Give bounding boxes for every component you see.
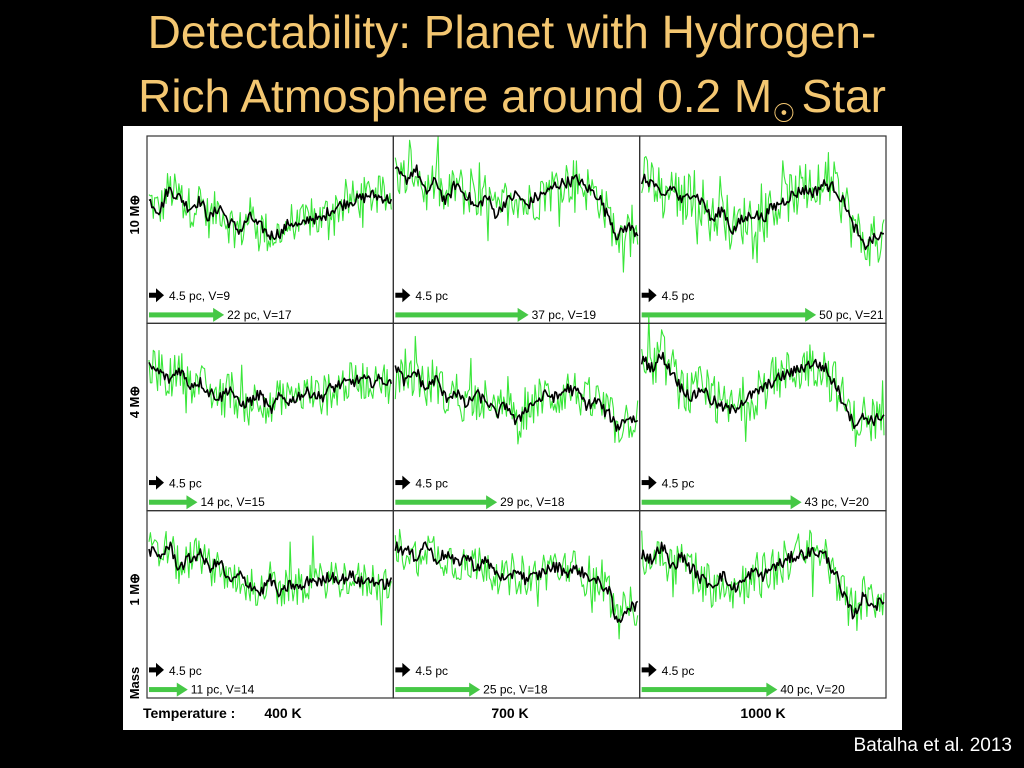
green-noisy-spectrum-6	[148, 530, 392, 626]
citation-credit: Batalha et al. 2013	[853, 735, 1012, 756]
green-noisy-spectrum-2	[641, 152, 885, 267]
green-arrow-label-2: 50 pc, V=21	[819, 308, 884, 322]
green-arrow-label-6: 11 pc, V=14	[191, 683, 255, 697]
slide-title-line2: Rich Atmosphere around 0.2 M☉ Star	[0, 70, 1024, 129]
green-arrow-label-3: 14 pc, V=15	[200, 495, 265, 509]
black-arrow-label-4: 4.5 pc	[415, 477, 448, 491]
y-axis-title: Mass	[127, 667, 142, 700]
slide-title-line2-post: Star	[801, 70, 886, 122]
green-arrow-head-7	[469, 682, 481, 697]
green-noisy-spectrum-8	[641, 529, 885, 632]
green-arrow-label-8: 40 pc, V=20	[780, 683, 845, 697]
green-arrow-label-4: 29 pc, V=18	[500, 495, 565, 509]
column-label-1: 700 K	[491, 705, 528, 721]
green-arrow-shaft-3	[149, 499, 188, 505]
black-arrow-label-3: 4.5 pc	[169, 477, 202, 491]
black-arrow-label-7: 4.5 pc	[415, 664, 448, 678]
black-arrow-shaft-1	[395, 292, 404, 298]
black-model-spectrum-5	[640, 351, 885, 430]
row-label-2: 1 M⊕	[127, 573, 142, 606]
black-arrow-head-6	[156, 662, 164, 677]
green-arrow-head-6	[176, 682, 188, 697]
green-arrow-shaft-1	[395, 312, 519, 318]
black-arrow-head-3	[156, 475, 164, 490]
black-arrow-shaft-3	[149, 480, 157, 486]
green-noisy-spectrum-3	[148, 349, 392, 426]
green-arrow-shaft-8	[641, 687, 768, 693]
green-noisy-spectrum-4	[394, 335, 639, 445]
green-arrow-label-1: 37 pc, V=19	[532, 308, 597, 322]
black-arrow-head-2	[648, 288, 657, 303]
spectra-figure: 4.5 pc, V=9 22 pc, V=17 4.5 pc 37 pc, V=19 4…	[123, 126, 902, 730]
black-arrow-shaft-8	[641, 667, 650, 673]
green-arrow-label-0: 22 pc, V=17	[227, 308, 292, 322]
slide-title-line2-pre: Rich Atmosphere around 0.2 M	[138, 70, 773, 122]
spectra-grid-svg: 4.5 pc, V=9 22 pc, V=17 4.5 pc 37 pc, V=19 4…	[127, 135, 887, 721]
green-arrow-head-2	[805, 307, 817, 322]
black-arrow-shaft-2	[641, 292, 650, 298]
panel-frame-2-2	[639, 510, 887, 699]
black-model-spectrum-2	[640, 173, 885, 251]
row-label-0: 10 M⊕	[127, 195, 142, 235]
green-arrow-shaft-4	[395, 499, 488, 505]
green-noisy-spectrum-1	[394, 135, 639, 273]
green-noisy-spectrum-0	[148, 172, 392, 252]
sun-symbol-subscript: ☉	[772, 98, 796, 128]
green-arrow-head-4	[486, 495, 498, 510]
black-arrow-shaft-0	[149, 292, 157, 298]
black-arrow-label-8: 4.5 pc	[662, 664, 695, 678]
black-model-spectrum-6	[148, 541, 393, 598]
black-arrow-head-5	[648, 475, 657, 490]
green-arrow-head-3	[186, 495, 198, 510]
black-arrow-head-4	[402, 475, 411, 490]
green-arrow-shaft-6	[149, 687, 178, 693]
black-arrow-label-1: 4.5 pc	[415, 289, 448, 303]
black-model-spectrum-8	[640, 541, 885, 620]
green-arrow-shaft-2	[641, 312, 807, 318]
black-arrow-shaft-4	[395, 480, 404, 486]
black-arrow-label-0: 4.5 pc, V=9	[169, 289, 230, 303]
black-arrow-head-8	[648, 662, 657, 677]
black-arrow-head-7	[402, 662, 411, 677]
row-label-1: 4 M⊕	[127, 386, 142, 419]
black-model-spectrum-7	[394, 541, 639, 624]
green-arrow-head-5	[790, 495, 802, 510]
column-label-2: 1000 K	[740, 705, 785, 721]
green-arrow-head-0	[213, 307, 225, 322]
black-model-spectrum-4	[394, 365, 639, 432]
green-arrow-head-1	[517, 307, 529, 322]
black-arrow-label-6: 4.5 pc	[169, 664, 202, 678]
black-arrow-shaft-6	[149, 667, 157, 673]
black-arrow-head-1	[402, 288, 411, 303]
green-arrow-shaft-5	[641, 499, 792, 505]
black-arrow-shaft-7	[395, 667, 404, 673]
slide-title-line1: Detectability: Planet with Hydrogen-	[147, 6, 877, 58]
x-axis-title: Temperature :	[143, 705, 235, 721]
black-model-spectrum-1	[394, 164, 639, 241]
black-arrow-label-5: 4.5 pc	[662, 477, 695, 491]
black-arrow-head-0	[156, 288, 164, 303]
green-arrow-shaft-7	[395, 687, 471, 693]
green-arrow-shaft-0	[149, 312, 215, 318]
black-model-spectrum-0	[148, 186, 393, 241]
black-arrow-label-2: 4.5 pc	[662, 289, 695, 303]
black-arrow-shaft-5	[641, 480, 650, 486]
column-label-0: 400 K	[264, 705, 301, 721]
green-arrow-label-5: 43 pc, V=20	[805, 495, 870, 509]
black-model-spectrum-3	[148, 362, 393, 415]
green-arrow-label-7: 25 pc, V=18	[483, 683, 548, 697]
green-arrow-head-8	[766, 682, 778, 697]
